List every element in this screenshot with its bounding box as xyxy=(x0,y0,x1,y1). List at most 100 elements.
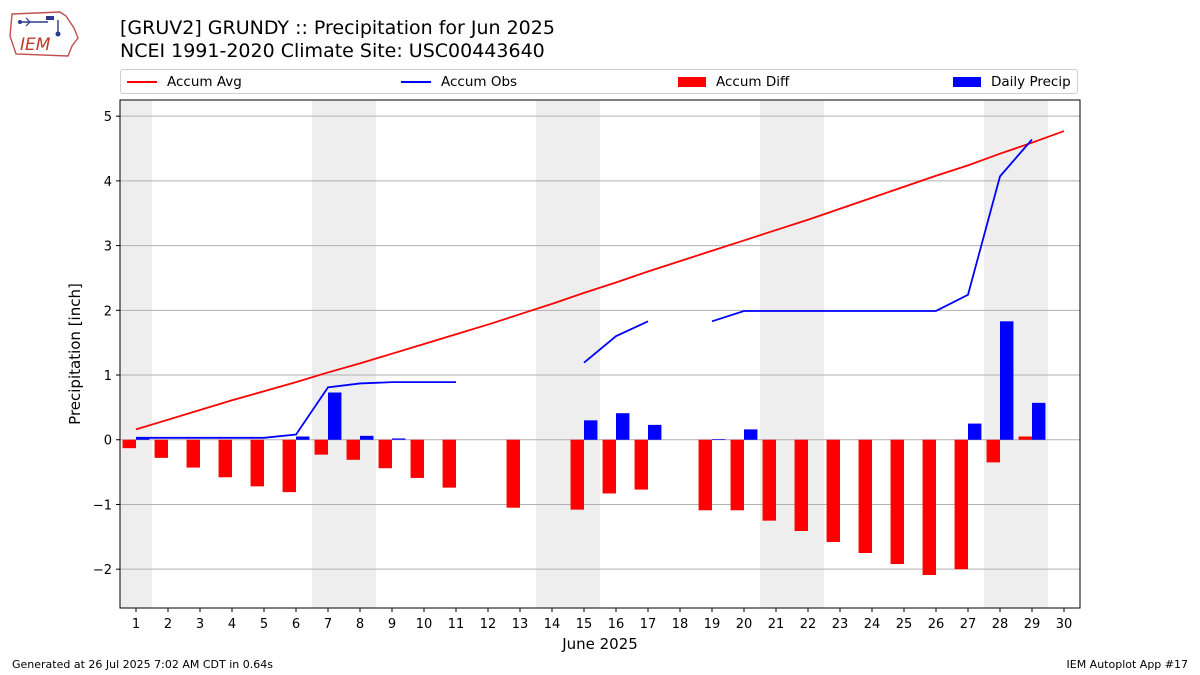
weekend-band-day-14 xyxy=(536,100,568,608)
iem-logo: IEM xyxy=(9,11,79,57)
daily-bar-day-7 xyxy=(328,392,342,440)
daily-bar-day-16 xyxy=(616,413,630,440)
diff-bar-day-19 xyxy=(698,439,712,511)
plot-frame xyxy=(119,99,1081,609)
x-tick-label-6: 6 xyxy=(292,617,300,632)
weekend-band-day-29 xyxy=(1016,100,1048,608)
diff-bar-day-8 xyxy=(346,439,360,460)
x-tick-label-29: 29 xyxy=(1024,617,1041,632)
x-tick-label-25: 25 xyxy=(896,617,913,632)
weekend-band-day-7 xyxy=(312,100,344,608)
x-tick-label-16: 16 xyxy=(608,617,625,632)
diff-bar-day-2 xyxy=(154,439,168,458)
legend-item-accum-avg: Accum Avg xyxy=(127,73,242,91)
x-tick-label-28: 28 xyxy=(992,617,1009,632)
x-tick-label-26: 26 xyxy=(928,617,945,632)
legend-item-daily-precip: Daily Precip xyxy=(953,73,1071,91)
daily-bar-day-28 xyxy=(1000,321,1014,440)
weekend-band-day-21 xyxy=(760,100,792,608)
diff-bar-day-5 xyxy=(250,439,264,487)
daily-bar-day-1 xyxy=(136,437,150,440)
diff-bar-day-21 xyxy=(762,439,776,521)
y-tick-label-2: 0 xyxy=(104,434,112,449)
diff-bar-day-20 xyxy=(730,439,744,511)
daily-bar-day-20 xyxy=(744,429,758,440)
y-tick-label-6: 4 xyxy=(104,175,112,190)
accum-obs-line-segment-0 xyxy=(136,381,456,439)
bars xyxy=(122,321,1046,575)
diff-bar-day-15 xyxy=(570,439,584,510)
y-tick-label-5: 3 xyxy=(104,240,112,255)
x-tick-label-4: 4 xyxy=(228,617,236,632)
y-tick-label-7: 5 xyxy=(104,110,112,125)
accum-obs-line-segment-1 xyxy=(583,320,649,364)
accum-obs-line-segment-2 xyxy=(711,138,1033,323)
legend-item-accum-diff: Accum Diff xyxy=(678,73,789,91)
diff-bar-day-10 xyxy=(410,439,424,478)
legend-label-accum-avg: Accum Avg xyxy=(167,74,242,90)
daily-bar-day-6 xyxy=(296,436,310,440)
diff-bar-day-23 xyxy=(826,439,840,542)
diff-bar-day-29 xyxy=(1018,436,1032,440)
x-tick-label-11: 11 xyxy=(448,617,465,632)
weekend-band-day-8 xyxy=(344,100,376,608)
chart-legend: Accum Avg Accum Obs Accum Diff Daily Pre… xyxy=(120,69,1078,94)
y-tick-label-4: 2 xyxy=(104,304,112,319)
diff-bar-day-25 xyxy=(890,439,904,564)
series-lines xyxy=(135,130,1065,439)
daily-bar-day-17 xyxy=(648,424,662,440)
chart-subtitle: NCEI 1991-2020 Climate Site: USC00443640 xyxy=(120,40,545,62)
diff-bar-day-16 xyxy=(602,439,616,494)
y-tick-label-0: −2 xyxy=(93,563,112,578)
daily-bar-day-27 xyxy=(968,423,982,440)
legend-label-accum-diff: Accum Diff xyxy=(716,74,790,90)
x-tick-label-15: 15 xyxy=(576,617,593,632)
x-tick-label-10: 10 xyxy=(416,617,433,632)
footer-app: IEM Autoplot App #17 xyxy=(1066,658,1189,671)
legend-label-daily-precip: Daily Precip xyxy=(991,74,1071,90)
x-tick-label-17: 17 xyxy=(640,617,657,632)
x-tick-label-3: 3 xyxy=(196,617,204,632)
legend-swatch-accum-avg xyxy=(127,81,157,83)
y-tick-label-1: −1 xyxy=(93,498,112,513)
x-tick-label-18: 18 xyxy=(672,617,689,632)
diff-bar-day-27 xyxy=(954,439,968,570)
x-tick-label-30: 30 xyxy=(1056,617,1073,632)
diff-bar-day-13 xyxy=(506,439,520,508)
weekend-band-day-22 xyxy=(792,100,824,608)
x-tick-label-12: 12 xyxy=(480,617,497,632)
x-tick-label-9: 9 xyxy=(388,617,396,632)
diff-bar-day-7 xyxy=(314,439,328,455)
x-tick-label-27: 27 xyxy=(960,617,977,632)
diff-bar-day-4 xyxy=(218,439,232,478)
x-tick-label-23: 23 xyxy=(832,617,849,632)
diff-bar-day-24 xyxy=(858,439,872,553)
daily-bar-day-8 xyxy=(360,435,374,440)
x-tick-label-8: 8 xyxy=(356,617,364,632)
diff-bar-day-22 xyxy=(794,439,808,531)
legend-swatch-accum-diff xyxy=(678,77,706,87)
x-tick-label-14: 14 xyxy=(544,617,561,632)
x-tick-label-13: 13 xyxy=(512,617,529,632)
x-tick-label-24: 24 xyxy=(864,617,881,632)
legend-label-accum-obs: Accum Obs xyxy=(441,74,518,90)
y-tick-label-3: 1 xyxy=(104,369,112,384)
footer-generated: Generated at 26 Jul 2025 7:02 AM CDT in … xyxy=(12,658,273,671)
legend-swatch-accum-obs xyxy=(401,81,431,83)
diff-bar-day-26 xyxy=(922,439,936,575)
x-tick-label-22: 22 xyxy=(800,617,817,632)
x-tick-label-1: 1 xyxy=(132,617,140,632)
legend-swatch-daily-precip xyxy=(953,77,981,87)
y-axis-label: Precipitation [inch] xyxy=(66,283,84,425)
x-tick-label-7: 7 xyxy=(324,617,332,632)
x-axis-label: June 2025 xyxy=(561,635,638,653)
diff-bar-day-6 xyxy=(282,439,296,493)
daily-bar-day-29 xyxy=(1032,402,1046,440)
diff-bar-day-28 xyxy=(986,439,1000,463)
x-tick-label-19: 19 xyxy=(704,617,721,632)
weekend-bands xyxy=(120,100,1048,608)
x-tick-label-2: 2 xyxy=(164,617,172,632)
daily-bar-day-9 xyxy=(392,438,406,440)
